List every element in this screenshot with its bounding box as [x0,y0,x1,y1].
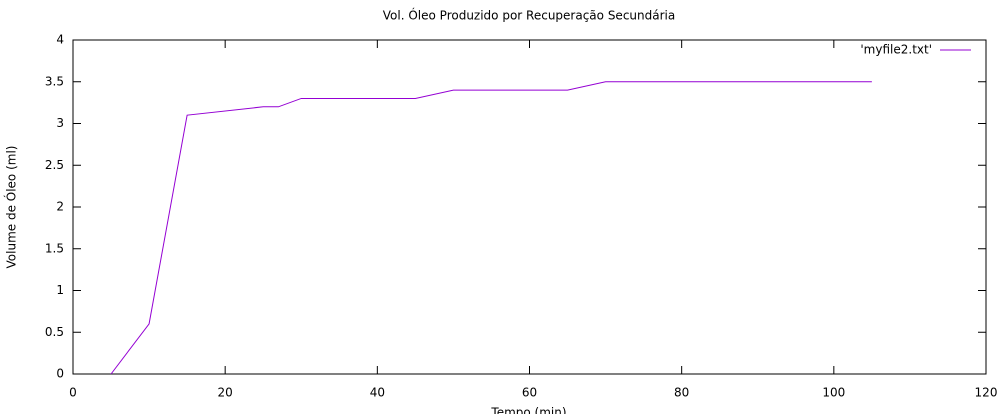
y-axis-label: Volume de Óleo (ml) [4,146,19,269]
x-tick-label: 80 [674,386,689,400]
x-tick-label: 20 [218,386,233,400]
y-tick-label: 4 [56,33,64,47]
x-tick-label: 100 [822,386,845,400]
x-tick-label: 0 [69,386,77,400]
y-tick-label: 3 [56,116,64,130]
x-tick-label: 120 [975,386,998,400]
y-tick-label: 0.5 [45,325,64,339]
legend-label: 'myfile2.txt' [860,43,932,57]
y-tick-label: 0 [56,367,64,381]
y-tick-label: 2.5 [45,158,64,172]
x-tick-label: 40 [370,386,385,400]
y-tick-label: 1.5 [45,241,64,255]
y-tick-label: 2 [56,200,64,214]
x-axis-label: Tempo (min) [490,406,566,414]
x-tick-label: 60 [522,386,537,400]
y-tick-label: 1 [56,283,64,297]
y-tick-label: 3.5 [45,74,64,88]
data-line [110,81,872,375]
chart-title: Vol. Óleo Produzido por Recuperação Secu… [383,8,675,23]
